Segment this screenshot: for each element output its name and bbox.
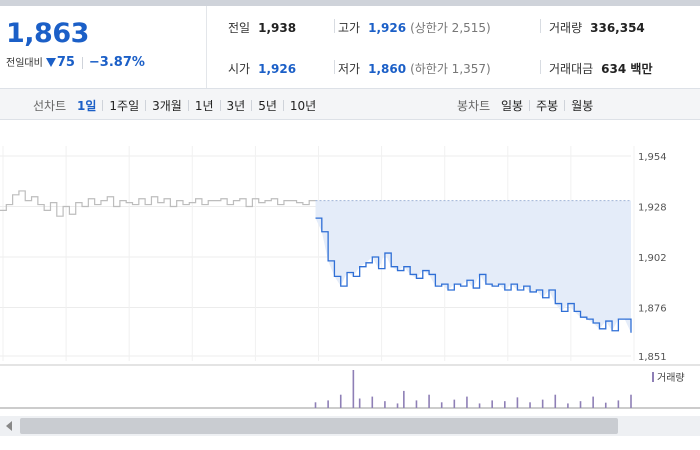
- candle-type-tab-1[interactable]: 주봉: [536, 99, 559, 113]
- volume-bar: [478, 403, 481, 408]
- period-tabs: 1일 1주일 3개월 1년 3년 5년 10년: [77, 97, 316, 114]
- quote-panel: 1,863 전일대비 75 −3.87% 전일 1,938 고가 1,926 (상한가 2…: [0, 6, 700, 89]
- volume-bar: [352, 370, 355, 408]
- lower-limit: (하한가 1,357): [410, 62, 491, 76]
- open-cell: 시가 1,926: [228, 60, 296, 77]
- tab-divider: [251, 100, 253, 111]
- top-strip: [0, 0, 700, 6]
- period-tab-0[interactable]: 1일: [77, 99, 97, 113]
- volume-bar: [371, 396, 374, 408]
- low-label: 저가: [338, 62, 361, 76]
- volume-bar: [630, 394, 632, 408]
- tab-divider: [187, 100, 189, 111]
- volume-bar: [453, 399, 456, 408]
- volume-legend-label: 거래량: [657, 372, 685, 384]
- volume-legend-swatch: [652, 372, 654, 382]
- volume-bar: [415, 400, 418, 408]
- tab-divider: [145, 100, 147, 111]
- y-tick-label: 1,954: [638, 152, 667, 163]
- low-value: 1,860: [368, 62, 407, 76]
- change-rate: −3.87%: [88, 55, 145, 70]
- volume-bar: [491, 400, 493, 408]
- volume-bar: [516, 397, 519, 408]
- low-cell: 저가 1,860 (하한가 1,357): [338, 60, 491, 77]
- high-value: 1,926: [368, 21, 407, 35]
- divider: [334, 19, 335, 33]
- amount-value: 634 백만: [601, 62, 653, 76]
- volume-bar: [428, 394, 430, 408]
- line-chart-label: 선차트: [33, 99, 67, 113]
- period-tab-1[interactable]: 1주일: [109, 99, 140, 113]
- high-cell: 고가 1,926 (상한가 2,515): [338, 19, 491, 36]
- previous-day-line: [0, 190, 316, 217]
- tab-divider: [282, 100, 284, 111]
- volume-bar: [592, 396, 594, 408]
- upper-limit: (상한가 2,515): [410, 21, 491, 35]
- volume-bar: [504, 401, 506, 408]
- period-tab-5[interactable]: 5년: [258, 99, 277, 113]
- candle-chart-label: 봉차트: [457, 99, 491, 113]
- price-summary: 1,863 전일대비 75 −3.87%: [0, 6, 207, 88]
- volume-bar: [396, 403, 399, 408]
- volume-bar: [358, 398, 361, 408]
- volume-bar: [339, 394, 342, 408]
- chart-scrollbar[interactable]: [0, 416, 700, 436]
- divider: [334, 60, 335, 74]
- change-row: 전일대비 75 −3.87%: [6, 54, 145, 70]
- amount-label: 거래대금: [549, 62, 594, 76]
- volume-bar: [604, 402, 607, 408]
- down-triangle-icon: [45, 58, 56, 67]
- y-tick-label: 1,876: [638, 303, 667, 314]
- volume-bar: [327, 400, 329, 408]
- prev-close-value: 1,938: [258, 21, 297, 35]
- candle-type-tab-2[interactable]: 월봉: [571, 99, 594, 113]
- volume-bar: [567, 403, 569, 408]
- volume-bar: [579, 401, 582, 408]
- volume-bar: [384, 401, 386, 408]
- caret-left-icon[interactable]: [6, 421, 12, 431]
- volume-bar: [403, 390, 405, 408]
- volume-label: 거래량: [549, 21, 583, 35]
- period-tab-3[interactable]: 1년: [194, 99, 214, 113]
- chart-controls: 선차트 1일 1주일 3개월 1년 3년 5년 10년 봉차트 일봉 주봉 월봉: [0, 89, 700, 120]
- volume-bar: [314, 402, 317, 408]
- today-fill-area: [315, 200, 631, 333]
- candle-type-tabs: 일봉 주봉 월봉: [501, 97, 593, 114]
- volume-bar: [529, 402, 531, 408]
- tab-divider: [564, 100, 566, 111]
- change-label: 전일대비: [6, 58, 43, 69]
- divider: [540, 19, 541, 33]
- volume-bar: [466, 396, 468, 408]
- prev-close-label: 전일: [228, 21, 251, 35]
- y-tick-label: 1,902: [638, 253, 667, 264]
- tab-divider: [219, 100, 221, 111]
- change-diff: 75: [56, 55, 75, 70]
- period-tab-2[interactable]: 3개월: [152, 99, 182, 113]
- open-label: 시가: [228, 62, 251, 76]
- volume-bar: [617, 400, 620, 408]
- chart-svg: 1,954 1,928 1,902 1,876 1,851 거래량: [0, 146, 700, 409]
- open-value: 1,926: [258, 62, 297, 76]
- period-tab-4[interactable]: 3년: [226, 99, 246, 113]
- y-tick-label: 1,928: [638, 202, 667, 213]
- divider: [540, 60, 541, 74]
- scrollbar-thumb[interactable]: [20, 418, 618, 434]
- today-price-line: [315, 217, 632, 333]
- amount-cell: 거래대금 634 백만: [549, 60, 652, 77]
- volume-value: 336,354: [590, 21, 645, 35]
- tab-divider: [102, 100, 104, 111]
- volume-bar: [440, 402, 443, 408]
- high-label: 고가: [338, 21, 361, 35]
- change-divider: [81, 56, 83, 69]
- volume-cell: 거래량 336,354: [549, 19, 645, 36]
- period-tab-6[interactable]: 10년: [289, 99, 317, 113]
- prev-close-cell: 전일 1,938: [228, 19, 296, 36]
- price-chart: 1,954 1,928 1,902 1,876 1,851 거래량: [0, 120, 700, 420]
- current-price: 1,863: [6, 18, 89, 49]
- candle-type-tab-0[interactable]: 일봉: [501, 99, 524, 113]
- tab-divider: [529, 100, 531, 111]
- volume-bar: [541, 399, 544, 408]
- y-tick-label: 1,851: [638, 352, 667, 363]
- volume-bar: [554, 394, 557, 408]
